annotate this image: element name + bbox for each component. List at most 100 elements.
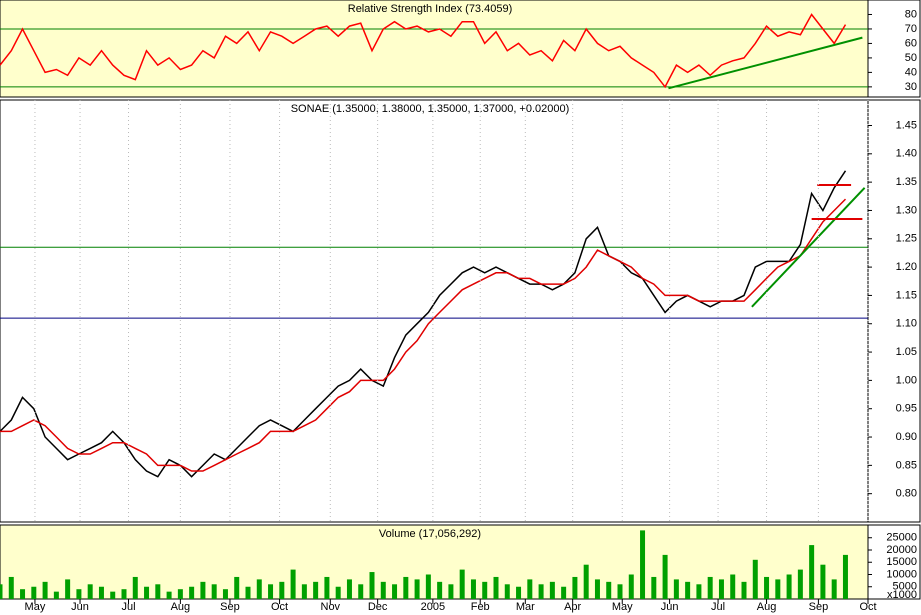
volume-bar [42,581,48,599]
volume-bar [516,586,522,599]
volume-bar [403,576,409,599]
y-tick-label: 50 [905,52,917,64]
volume-bar [459,569,465,599]
x-tick-label: Sep [809,601,829,613]
volume-bar [673,579,679,599]
x-tick-label: Jul [121,601,135,613]
y-tick-label: 70 [905,23,917,35]
series-line [0,170,847,478]
volume-bar [166,591,172,599]
volume-bar [268,584,274,599]
volume-bar [662,554,668,599]
x-tick-label: May [25,601,46,613]
y-tick-label: 1.00 [896,374,917,386]
volume-bar [493,576,499,599]
volume-bar [358,584,364,599]
volume-bar [572,576,578,599]
volume-bar [549,581,555,599]
axis-background [867,0,921,98]
volume-bar [764,576,770,599]
volume-bar [786,574,792,599]
volume-bar [132,576,138,599]
y-tick-label: 1.40 [896,148,917,160]
y-tick-label: 40 [905,66,917,78]
y-tick-label: 60 [905,37,917,49]
x-tick-label: Jul [711,601,725,613]
volume-bar [470,579,476,599]
volume-bar [527,579,533,599]
y-tick-label: 0.80 [896,488,917,500]
axis-background [867,99,921,523]
volume-bar [504,584,510,599]
y-tick-label: 80 [905,8,917,20]
volume-bar [809,545,815,599]
panel-background [0,99,869,523]
volume-bar [245,586,251,599]
volume-bar [290,569,296,599]
volume-bar [87,584,93,599]
axis-background [867,524,921,600]
volume-bar [820,564,826,599]
volume-bar [200,581,206,599]
x-tick-label: Jun [661,601,679,613]
volume-bar [842,554,848,599]
y-tick-label: 1.15 [896,289,917,301]
y-tick-label: 1.10 [896,318,917,330]
y-tick-label: 1.25 [896,233,917,245]
volume-bar [256,579,262,599]
y-tick-label: 0.85 [896,459,917,471]
volume-bar [53,591,59,599]
volume-bar [482,581,488,599]
volume-bar [121,589,127,599]
volume-bar [594,579,600,599]
y-tick-label: 10000 [886,568,917,580]
x-tick-label: Aug [171,601,191,613]
x-tick-label: 2005 [421,601,445,613]
volume-bar [0,584,3,599]
volume-bar [448,584,454,599]
y-tick-label: 25000 [886,532,917,544]
volume-bar [155,584,161,599]
y-tick-label: 15000 [886,556,917,568]
y-tick-label: 1.20 [896,261,917,273]
volume-bar [741,581,747,599]
volume-bar [76,589,82,599]
volume-bar [65,579,71,599]
y-tick-label: 0.90 [896,431,917,443]
panel-background [0,0,869,98]
x-tick-label: Jun [71,601,89,613]
volume-bar [211,584,217,599]
volume-bar [628,574,634,599]
volume-bar [718,579,724,599]
volume-bar [234,576,240,599]
volume-bar [8,576,14,599]
y-tick-label: 20000 [886,544,917,556]
volume-bar [640,530,646,599]
x-tick-label: Aug [757,601,777,613]
volume-bar [583,564,589,599]
series-line [0,13,847,89]
volume-bar [189,586,195,599]
volume-bar [538,584,544,599]
y-tick-label: 30 [905,81,917,93]
volume-bar [685,581,691,599]
volume-bar [730,574,736,599]
volume-bar [696,584,702,599]
panel-title: Relative Strength Index (73.4059) [348,3,513,15]
volume-bar [369,572,375,599]
volume-bar [380,581,386,599]
y-tick-label: 5000 [893,581,917,593]
y-tick-label: 1.35 [896,176,917,188]
volume-bar [831,579,837,599]
x-tick-label: Sep [220,601,240,613]
volume-bar [651,576,657,599]
panel-title: Volume (17,056,292) [379,528,481,540]
volume-bar [414,579,420,599]
volume-bar [222,589,228,599]
y-tick-label: 1.30 [896,204,917,216]
volume-bar [346,579,352,599]
volume-bar [20,589,26,599]
volume-bar [177,589,183,599]
volume-bar [301,584,307,599]
